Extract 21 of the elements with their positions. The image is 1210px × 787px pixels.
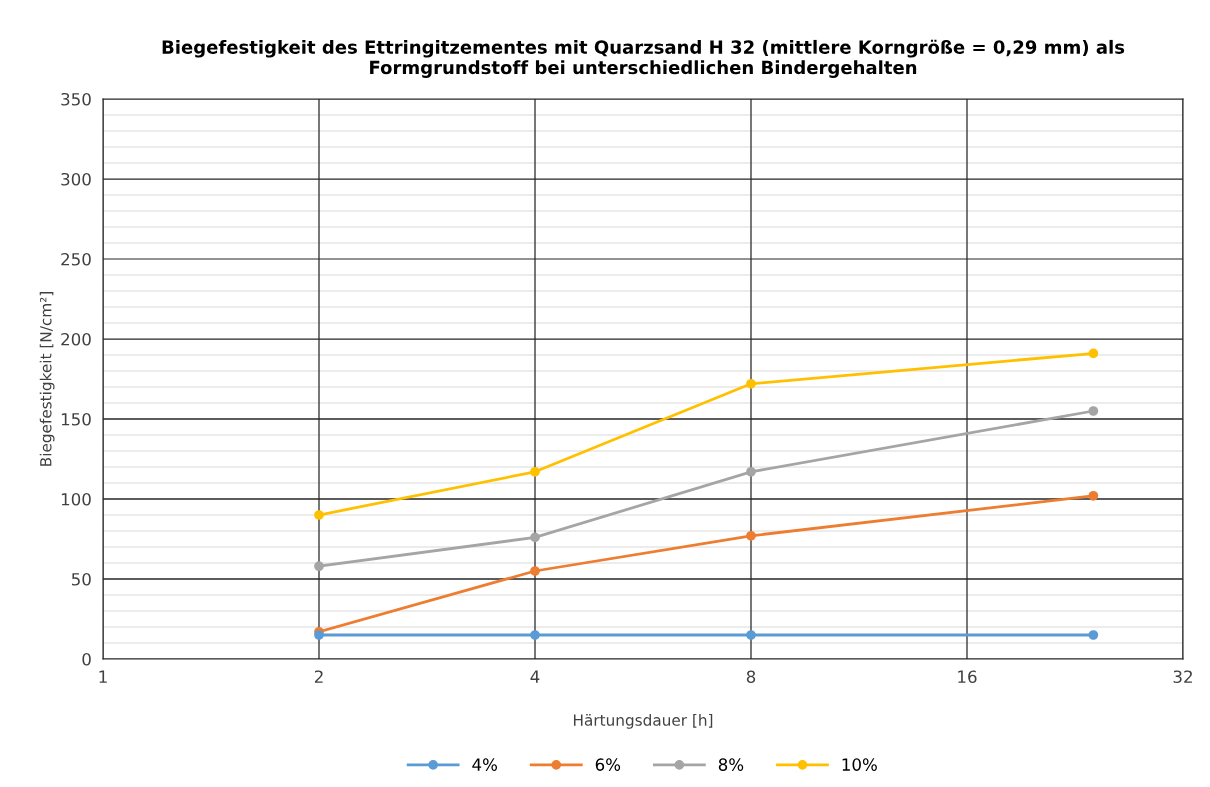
legend-label: 8% — [718, 758, 744, 771]
y-tick-label: 100 — [61, 492, 91, 506]
x-tick-label: 1 — [99, 670, 107, 683]
legend-label: 4% — [472, 758, 497, 771]
legend-label: 10% — [842, 758, 877, 771]
x-tick-label: 8 — [746, 670, 756, 684]
y-tick-label: 200 — [61, 332, 91, 346]
x-tick-label: 16 — [958, 670, 977, 684]
y-axis-title: Biegefestigkeit [N/cm²] — [39, 292, 55, 466]
x-axis-title: Härtungsdauer [h] — [573, 714, 713, 729]
y-tick-label: 50 — [71, 572, 91, 586]
y-tick-label: 300 — [61, 172, 91, 186]
legend-label: 6% — [595, 758, 621, 771]
x-tick-label: 4 — [530, 670, 540, 683]
x-tick-label: 2 — [314, 670, 323, 683]
y-tick-label: 150 — [61, 412, 91, 426]
x-tick-label: 32 — [1173, 670, 1192, 684]
chart-title: Biegefestigkeit des Ettringitzementes mit Quarzsand H 32 (mittlere Korngröße = 0,29 mm) als Formgrundstoff bei unterschiedlichen Bindergehalten — [162, 39, 1125, 78]
y-tick-label: 350 — [61, 92, 91, 106]
y-tick-label: 0 — [82, 652, 91, 666]
y-tick-label: 250 — [61, 252, 91, 266]
